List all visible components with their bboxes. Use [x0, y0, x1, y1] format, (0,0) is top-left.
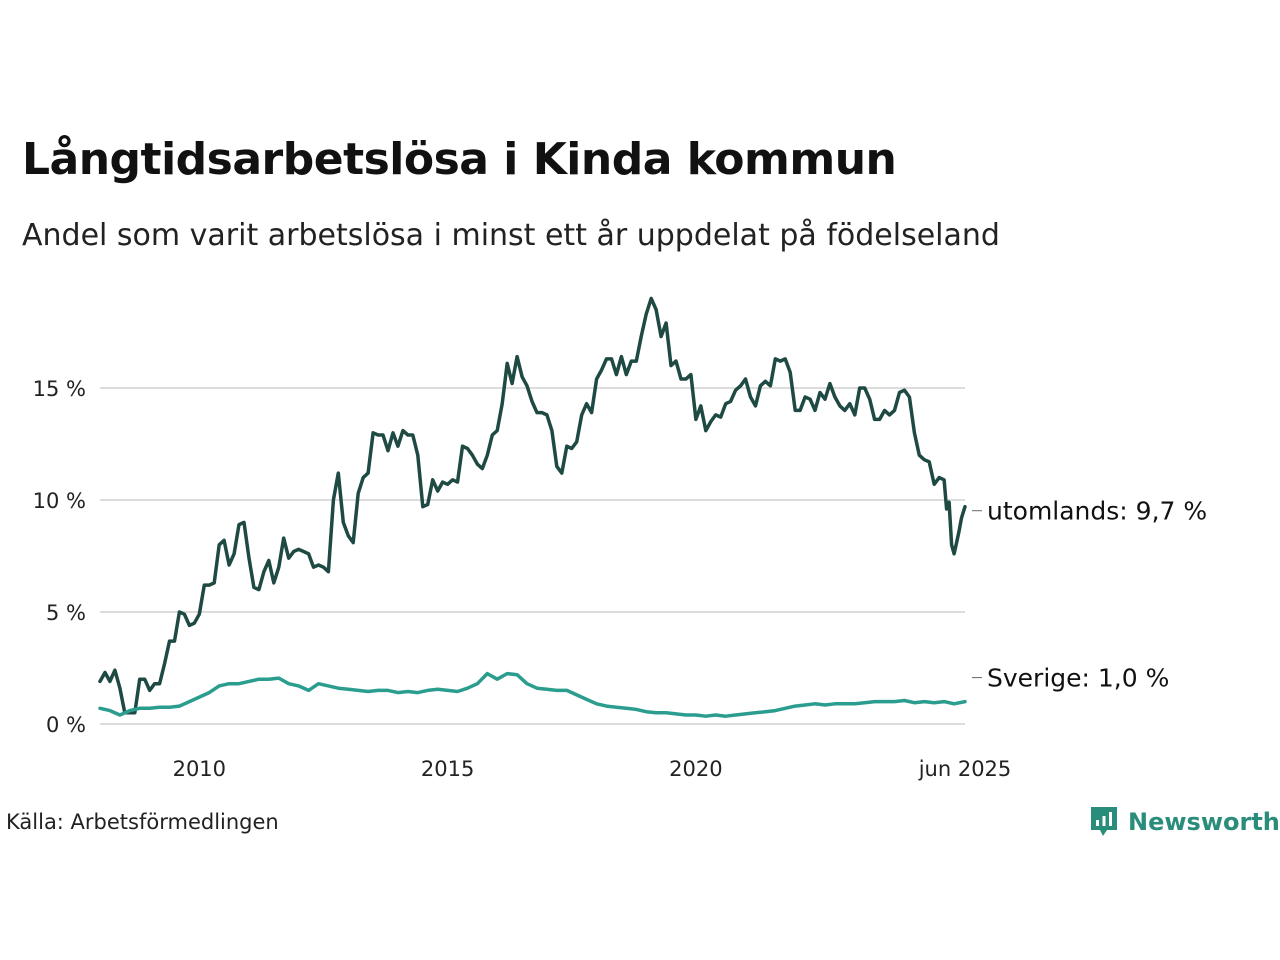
source-note: Källa: Arbetsförmedlingen — [6, 810, 279, 834]
chart-title: Långtidsarbetslösa i Kinda kommun — [22, 134, 897, 185]
x-axis-ticks: 2010 2015 2020 jun 2025 — [173, 757, 1012, 781]
x-tick-label: 2020 — [669, 757, 722, 781]
y-tick-label: 5 % — [46, 601, 86, 625]
series-line-utomlands — [98, 296, 967, 715]
newsworthy-logo-icon — [1091, 807, 1117, 836]
chart-subtitle: Andel som varit arbetslösa i minst ett å… — [22, 218, 1000, 253]
x-tick-label: 2015 — [421, 757, 474, 781]
x-tick-label: 2010 — [173, 757, 226, 781]
y-tick-label: 15 % — [33, 377, 86, 401]
series-line-sverige — [98, 671, 967, 718]
series-end-labels: utomlands: 9,7 % Sverige: 1,0 % — [972, 497, 1207, 693]
y-tick-label: 10 % — [33, 489, 86, 513]
x-tick-label: jun 2025 — [918, 757, 1012, 781]
y-axis-ticks: 0 % 5 % 10 % 15 % — [33, 377, 86, 737]
brand-name: Newsworthy — [1128, 808, 1280, 836]
end-label-utomlands: utomlands: 9,7 % — [987, 497, 1207, 526]
gridlines — [100, 387, 965, 725]
end-label-sverige: Sverige: 1,0 % — [987, 664, 1169, 693]
newsworthy-logo: Newsworthy — [1088, 804, 1280, 840]
y-tick-label: 0 % — [46, 713, 86, 737]
series-lines — [98, 296, 967, 718]
